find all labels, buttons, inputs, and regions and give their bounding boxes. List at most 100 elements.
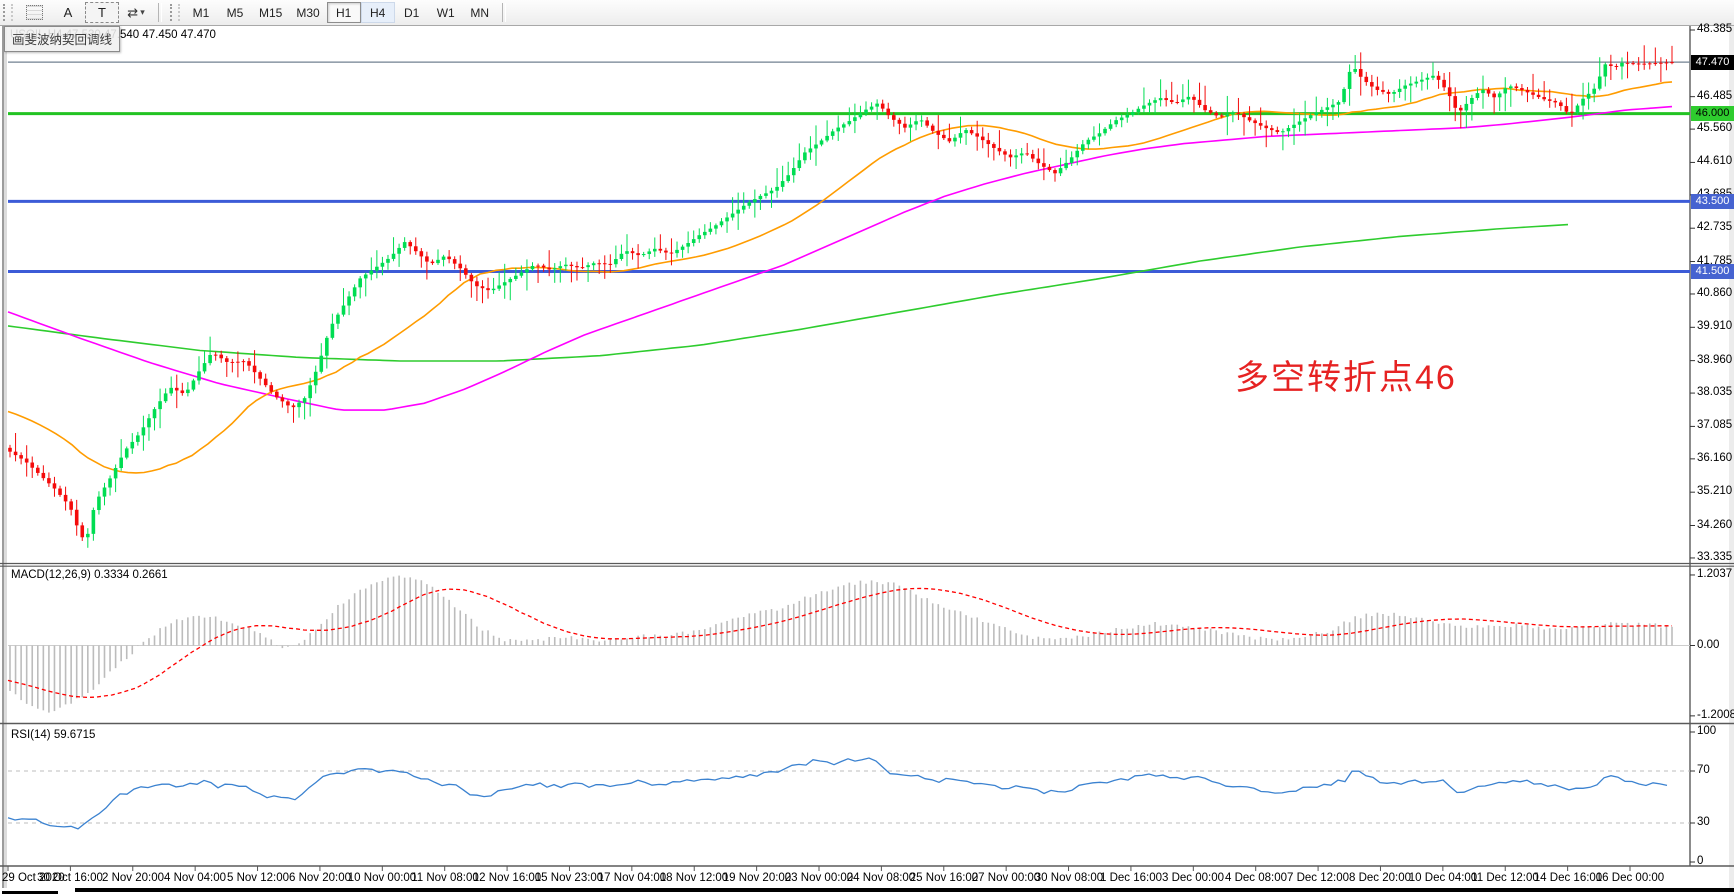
- time-axis-label: 8 Dec 20:00: [1348, 872, 1412, 884]
- right-scroll-edge[interactable]: [1729, 26, 1734, 888]
- price-axis-label: 40.860: [1697, 287, 1733, 299]
- candle-body: [1080, 144, 1085, 151]
- time-axis-label: 15 Nov 23:00: [534, 872, 604, 884]
- candle-body: [1642, 63, 1647, 65]
- candle-body: [1214, 112, 1219, 116]
- time-axis-label: 11 Dec 12:00: [1471, 872, 1539, 884]
- symbol-change-button[interactable]: ⇄ ▾: [119, 2, 153, 23]
- candle-body: [875, 103, 879, 107]
- text-label-tool-button[interactable]: A: [63, 5, 73, 20]
- candle-body: [908, 124, 913, 128]
- candle-body: [519, 272, 524, 276]
- candle-body: [74, 509, 79, 526]
- grid-tool-button[interactable]: [17, 2, 51, 23]
- time-axis-label: 12 Nov 16:00: [472, 872, 542, 884]
- candle-body: [174, 387, 179, 391]
- timeframe-button-m5[interactable]: M5: [226, 5, 244, 20]
- price-axis-label: 37.085: [1697, 419, 1733, 431]
- timeframe-button-m1[interactable]: M1: [192, 5, 210, 20]
- timeframe-button-h1[interactable]: H1: [326, 2, 361, 23]
- time-axis-label: 4 Nov 04:00: [163, 872, 227, 884]
- chart-text-annotation[interactable]: 多空转折点46: [1235, 359, 1457, 397]
- candle-body: [302, 398, 307, 403]
- timeframe-button-mn[interactable]: MN: [470, 5, 490, 20]
- candle-body: [347, 296, 351, 306]
- candle-body: [1425, 77, 1430, 80]
- candle-body: [1408, 83, 1413, 86]
- timeframe-button-m15[interactable]: M15: [259, 5, 283, 20]
- candle-body: [591, 263, 596, 266]
- time-axis-label: 23 Nov 00:00: [784, 872, 854, 884]
- candle-body: [1403, 85, 1407, 89]
- candle-body: [575, 266, 579, 268]
- candle-body: [764, 193, 768, 196]
- candle-body: [113, 467, 118, 479]
- candle-body: [425, 256, 429, 262]
- candle-body: [992, 144, 996, 148]
- candle-body: [224, 358, 229, 362]
- candle-body: [1064, 162, 1068, 169]
- time-axis-label: 10 Nov 00:00: [347, 872, 417, 884]
- candle-body: [208, 354, 212, 364]
- candle-body: [691, 239, 696, 244]
- candle-body: [1125, 114, 1130, 118]
- candle-body: [380, 262, 385, 267]
- candle-body: [141, 427, 146, 436]
- candle-body: [1481, 89, 1485, 94]
- timeframe-button-w1[interactable]: W1: [436, 5, 455, 20]
- candle-body: [864, 109, 868, 114]
- level-price-box: 46.000: [1691, 106, 1734, 121]
- candle-body: [375, 266, 379, 271]
- text-tool-button[interactable]: T: [85, 2, 119, 23]
- candle-body: [475, 281, 479, 287]
- candle-body: [1564, 106, 1569, 112]
- macd-scale-label: 0.00: [1697, 639, 1720, 651]
- candle-body: [736, 209, 740, 214]
- candle-body: [886, 108, 891, 116]
- candle-body: [180, 390, 185, 394]
- toolbar-grip[interactable]: [3, 4, 13, 21]
- candle-body: [247, 361, 251, 366]
- candle-body: [980, 136, 985, 141]
- timeframe-button-h4[interactable]: H4: [360, 2, 395, 23]
- timeframe-button-d1[interactable]: D1: [404, 5, 420, 20]
- candle-body: [1225, 114, 1230, 117]
- candle-body: [80, 525, 85, 538]
- toolbar-grip[interactable]: [170, 4, 180, 21]
- candle-body: [1547, 99, 1552, 101]
- candle-body: [1375, 86, 1380, 90]
- candle-body: [969, 130, 974, 134]
- candle-body: [1364, 76, 1369, 83]
- candle-body: [1030, 154, 1035, 159]
- candle-body: [1175, 101, 1180, 103]
- candle-body: [1269, 128, 1274, 131]
- candle-body: [419, 251, 424, 257]
- time-axis-label: 24 Nov 08:00: [846, 872, 916, 884]
- candle-body: [408, 242, 413, 247]
- candle-body: [647, 251, 652, 255]
- candles-layer: [8, 45, 1674, 548]
- candle-body: [258, 372, 262, 379]
- candle-body: [391, 253, 396, 259]
- candle-body: [1458, 107, 1463, 111]
- candle-body: [930, 125, 935, 131]
- candle-body: [1609, 64, 1613, 66]
- candle-body: [586, 265, 590, 268]
- candle-body: [308, 385, 312, 399]
- candle-body: [108, 478, 112, 488]
- candle-body: [636, 253, 640, 256]
- price-axis-label: 48.385: [1697, 23, 1733, 35]
- candle-body: [825, 135, 829, 141]
- candle-body: [1308, 115, 1313, 119]
- candle-body: [1520, 88, 1524, 90]
- candle-body: [686, 243, 690, 247]
- bottom-bar-left: [2, 891, 58, 894]
- candle-body: [397, 247, 401, 254]
- candle-body: [386, 258, 390, 263]
- candle-body: [102, 487, 107, 497]
- candle-body: [1114, 120, 1118, 125]
- candle-body: [797, 160, 802, 169]
- rsi-scale-label: 70: [1697, 764, 1710, 776]
- timeframe-button-m30[interactable]: M30: [296, 5, 320, 20]
